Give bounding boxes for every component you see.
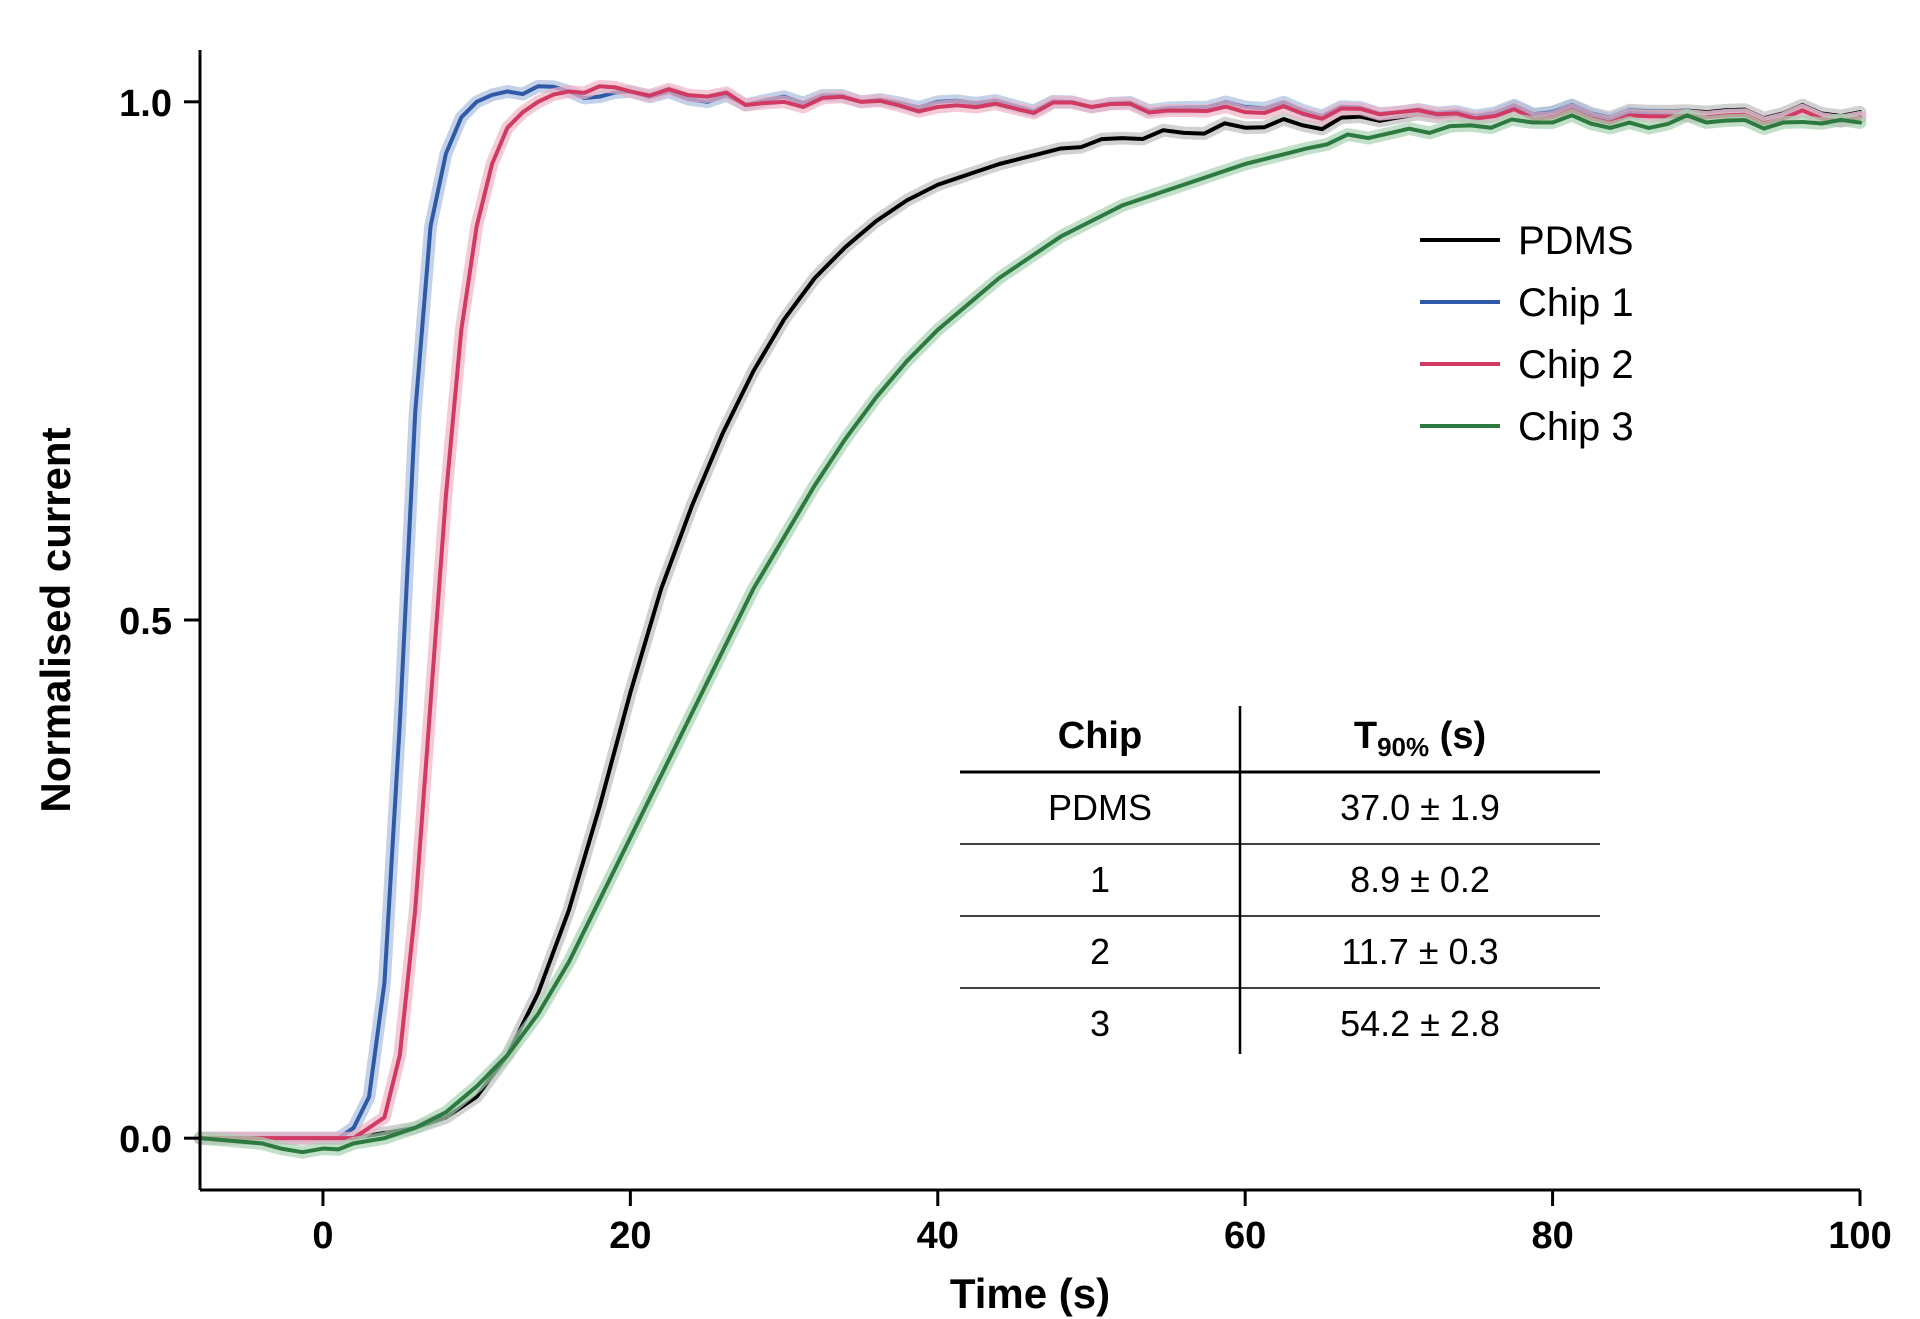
legend-label: PDMS [1518, 219, 1634, 263]
table-header-cell: T90% (s) [1354, 715, 1486, 762]
x-tick-label: 60 [1224, 1215, 1266, 1257]
legend-label: Chip 3 [1518, 405, 1634, 449]
table-cell: 37.0 ± 1.9 [1340, 787, 1500, 828]
chart-container: { "chart": { "type": "line", "background… [0, 0, 1920, 1319]
x-tick-label: 0 [312, 1215, 333, 1257]
x-tick-label: 20 [609, 1215, 651, 1257]
table-cell: 11.7 ± 0.3 [1341, 931, 1498, 972]
x-tick-label: 80 [1531, 1215, 1573, 1257]
table-cell: 8.9 ± 0.2 [1350, 859, 1490, 900]
x-axis-label: Time (s) [950, 1270, 1110, 1317]
table-header-cell: Chip [1058, 715, 1142, 757]
y-axis-label: Normalised current [32, 427, 79, 812]
legend: PDMS Chip 1 Chip 2 Chip 3 [1420, 219, 1634, 449]
y-tick-label: 0.5 [119, 601, 172, 643]
line-chart-svg: 0 20 40 60 80 100 0.0 0.5 1.0 Time (s) Normalised … [0, 0, 1920, 1319]
legend-label: Chip 1 [1518, 281, 1634, 325]
y-tick-label: 1.0 [119, 83, 172, 125]
x-tick-label: 40 [917, 1215, 959, 1257]
table-cell: 3 [1090, 1003, 1110, 1044]
table-cell: 54.2 ± 2.8 [1340, 1003, 1500, 1044]
inset-table: Chip T90% (s) PDMS 37.0 ± 1.9 1 8.9 ± 0.2 2 11.… [960, 706, 1600, 1054]
series-line-chip-3 [200, 115, 1860, 1152]
table-cell: PDMS [1048, 787, 1152, 828]
table-cell: 2 [1090, 931, 1110, 972]
y-tick-label: 0.0 [119, 1119, 172, 1161]
series-shadow-chip-3 [200, 115, 1860, 1152]
table-cell: 1 [1090, 859, 1110, 900]
legend-label: Chip 2 [1518, 343, 1634, 387]
x-tick-label: 100 [1828, 1215, 1891, 1257]
